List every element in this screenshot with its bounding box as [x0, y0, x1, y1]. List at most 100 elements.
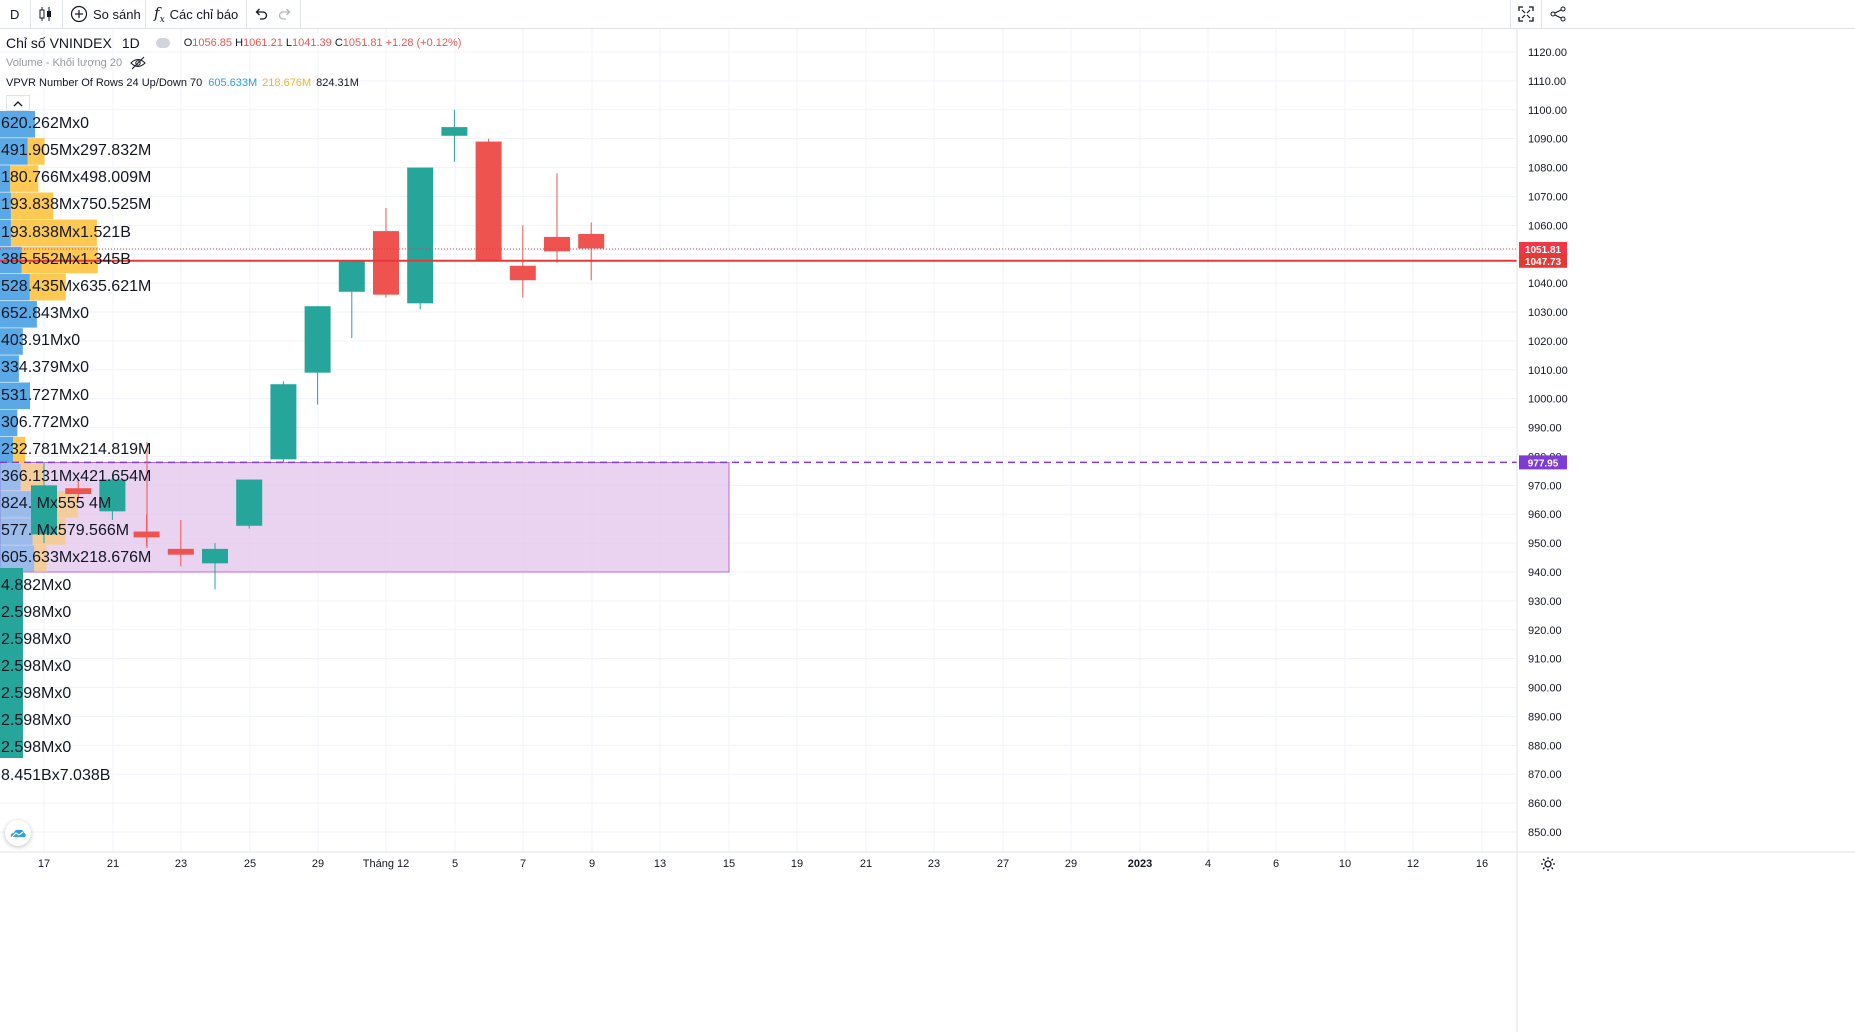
candle-body	[407, 167, 434, 304]
vp-low-up-bar	[0, 568, 23, 758]
vp-down-bar	[10, 165, 39, 192]
vp-row-label: 2.598Mx0	[1, 630, 72, 648]
vp-up-bar	[0, 273, 30, 301]
candle-body	[236, 479, 263, 526]
vp-row-label: 2.598Mx0	[1, 603, 72, 621]
price-tick-label: 920.00	[1528, 625, 1562, 637]
price-tick-label: 990.00	[1528, 423, 1562, 435]
fullscreen-button[interactable]	[1518, 0, 1534, 28]
vp-row-label: 366.131Mx421.654M	[1, 467, 152, 485]
collapse-pill-icon[interactable]	[155, 38, 170, 48]
price-tick-label: 1110.00	[1528, 76, 1566, 88]
vp-up-bar	[0, 436, 14, 464]
candle-body	[578, 234, 605, 249]
vp-row-label: 180.766Mx498.009M	[1, 169, 152, 187]
price-tick-label: 890.00	[1528, 711, 1562, 723]
candle-type-button[interactable]	[38, 0, 54, 28]
vp-row-label: 2.598Mx0	[1, 712, 72, 730]
volume-legend-row[interactable]: Volume - Khối lượng 20	[6, 54, 146, 72]
time-tick-label: Tháng 12	[363, 858, 409, 870]
price-tick-label: 1000.00	[1528, 394, 1568, 406]
toolbar-divider	[1541, 0, 1542, 28]
undo-button[interactable]	[254, 0, 268, 28]
vp-row-label: 403.91Mx0	[1, 332, 81, 350]
vpvr-legend-row[interactable]: VPVR Number Of Rows 24 Up/Down 70 605.63…	[6, 74, 359, 92]
chart-grid	[0, 29, 1517, 852]
price-tick-label: 1040.00	[1528, 278, 1568, 290]
price-tick-label: 1020.00	[1528, 336, 1568, 348]
indicators-button[interactable]: fx Các chỉ báo	[154, 0, 238, 28]
vp-row-label: 306.772Mx0	[1, 413, 90, 431]
vpvr-up-value: 605.633M	[208, 77, 258, 89]
price-tick-label: 1080.00	[1528, 163, 1568, 175]
plus-circle-icon	[70, 5, 88, 23]
candle-body	[202, 548, 228, 564]
line-price-badge: 1047.73	[1525, 257, 1562, 268]
vp-row-label: 531.727Mx0	[1, 386, 90, 404]
time-axis[interactable]: 17 21 23 25 29 Tháng 12 5 7 9 13 15 19 21 23 27 29 2023 4…	[0, 851, 1855, 870]
toolbar-divider	[30, 0, 31, 28]
vp-row-label: 620.262Mx0	[1, 115, 90, 132]
dash-price-badge-bg	[1519, 455, 1567, 470]
time-tick-label: 6	[1273, 858, 1279, 870]
price-tick-label: 970.00	[1528, 480, 1562, 492]
price-tick-label: 880.00	[1528, 740, 1562, 752]
price-tick-label: 950.00	[1528, 538, 1562, 550]
vp-row-label: 652.843Mx0	[1, 305, 90, 323]
vp-up-bar	[0, 219, 11, 247]
vp-up-bar	[0, 138, 28, 165]
vp-row-label: 2.598Mx0	[1, 658, 72, 675]
time-tick-label: 21	[107, 858, 119, 870]
candle-body	[99, 479, 126, 512]
candles-layer	[31, 109, 605, 590]
vp-row-label: 4.882Mx0	[1, 576, 72, 594]
candle-body	[167, 548, 194, 555]
function-icon: fx	[154, 3, 165, 25]
time-tick-label: 7	[520, 858, 526, 870]
vp-row-label: 824. Mx555 4M	[1, 495, 112, 513]
price-tick-label: 1070.00	[1528, 191, 1568, 203]
interval-label: D	[10, 6, 20, 22]
time-tick-label: 21	[860, 858, 872, 870]
price-tick-label: 940.00	[1528, 567, 1562, 579]
candle-body	[373, 231, 399, 295]
toolbar-divider	[62, 0, 63, 28]
share-button[interactable]	[1550, 0, 1566, 28]
price-axis[interactable]: 1120.00 1110.00 1100.00 1090.00 1080.00 1070.…	[1516, 29, 1568, 1032]
interval-button[interactable]: D	[10, 0, 19, 28]
vp-up-bar	[0, 463, 21, 491]
legend-collapse-button[interactable]	[6, 95, 30, 111]
vp-up-bar	[0, 409, 18, 437]
volume-indicator-label: Volume - Khối lượng 20	[6, 57, 123, 69]
cloud-logo-icon	[10, 829, 26, 838]
price-chart[interactable]: 1120.00 1110.00 1100.00 1090.00 1080.00 1070.…	[0, 29, 1855, 1032]
time-tick-label: 29	[312, 858, 324, 870]
time-tick-label: 9	[589, 858, 595, 870]
chart-settings-button[interactable]	[1540, 856, 1556, 872]
redo-button[interactable]	[278, 0, 292, 28]
price-lines	[0, 248, 1517, 548]
candle-body	[475, 141, 502, 260]
vp-up-bar	[0, 192, 11, 219]
vp-down-bar	[20, 463, 45, 491]
eye-hidden-icon[interactable]	[130, 56, 146, 70]
vp-row-label: 385.552Mx1.345B	[1, 250, 131, 268]
vp-up-bar	[0, 111, 36, 138]
candle-body	[304, 306, 331, 373]
price-tick-label: 900.00	[1528, 683, 1562, 695]
last-price-badge: 1051.81	[1525, 245, 1562, 256]
candle-body	[338, 260, 365, 292]
vp-down-bar	[29, 273, 66, 301]
vp-up-bar	[0, 301, 37, 328]
time-tick-label: 27	[997, 858, 1009, 870]
symbol-legend-row[interactable]: Chỉ số VNINDEX 1D O1056.85 H1061.21 L104…	[6, 34, 461, 52]
time-tick-label: 19	[791, 858, 803, 870]
vp-row-label: 193.838Mx750.525M	[1, 196, 152, 214]
vpvr-total-value: 824.31M	[316, 77, 359, 89]
price-tick-label: 910.00	[1528, 654, 1562, 666]
time-tick-label: 15	[723, 858, 735, 870]
time-tick-label: 5	[452, 858, 458, 870]
price-tick-label: 1030.00	[1528, 307, 1568, 319]
compare-button[interactable]: So sánh	[70, 0, 141, 28]
logo-button[interactable]	[5, 820, 31, 846]
